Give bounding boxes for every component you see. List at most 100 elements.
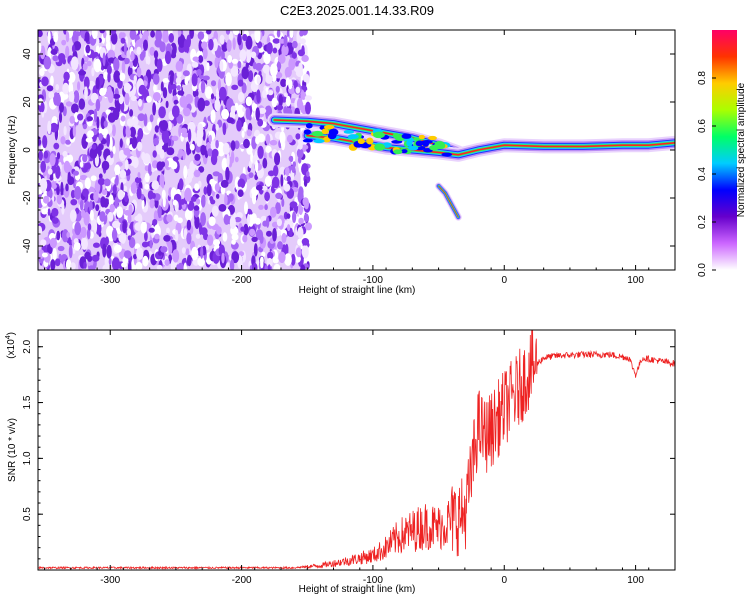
noise-blob <box>270 63 278 77</box>
signal-track-band <box>438 185 459 218</box>
noise-blob <box>210 93 215 100</box>
signal-blob <box>373 131 385 139</box>
noise-blob <box>180 127 188 134</box>
noise-blob <box>170 52 177 59</box>
signal-blob <box>327 132 337 140</box>
noise-blob <box>67 171 71 185</box>
noise-blob <box>298 62 303 76</box>
noise-blob <box>264 105 273 117</box>
x-tick-label: -100 <box>363 275 383 286</box>
noise-blob <box>71 103 79 114</box>
noise-blob <box>250 51 257 59</box>
noise-blob <box>85 137 93 143</box>
noise-blob <box>130 182 137 194</box>
noise-blob <box>127 261 132 270</box>
noise-blob <box>225 72 232 87</box>
colorbar-tick-label: 0.2 <box>697 215 708 229</box>
noise-blob <box>43 56 52 70</box>
noise-blob <box>129 109 134 117</box>
noise-blob <box>109 203 115 213</box>
noise-blob <box>276 218 282 227</box>
noise-blob <box>70 56 79 71</box>
noise-blob <box>58 253 62 261</box>
noise-blob <box>124 209 130 216</box>
noise-blob <box>148 227 155 233</box>
noise-blob <box>271 176 280 189</box>
noise-blob <box>221 157 228 171</box>
noise-blob <box>223 214 230 225</box>
signal-blob <box>406 139 413 147</box>
snr-plot-area <box>38 330 675 570</box>
noise-blob <box>197 257 205 267</box>
noise-blob <box>126 128 131 138</box>
noise-blob <box>166 147 175 156</box>
noise-blob <box>107 49 116 60</box>
colorbar: 0.0 0.2 0.4 0.6 0.8 Normalized spectral ampl… <box>697 30 747 277</box>
noise-blob <box>51 217 59 224</box>
noise-blob <box>265 133 271 145</box>
signal-blob <box>401 133 412 139</box>
noise-blob <box>177 34 186 48</box>
noise-blob <box>305 101 311 115</box>
noise-blob <box>272 258 279 264</box>
x-tick-label: -100 <box>363 575 383 586</box>
signal-blob <box>422 141 429 147</box>
noise-blob <box>222 142 230 155</box>
noise-blob <box>47 208 51 216</box>
noise-blob <box>119 72 126 82</box>
noise-blob <box>255 160 259 173</box>
noise-blob <box>82 154 88 163</box>
noise-blob <box>280 78 287 88</box>
noise-blob <box>168 121 172 131</box>
noise-blob <box>254 30 261 44</box>
noise-blob <box>79 161 84 168</box>
noise-blob <box>272 47 278 54</box>
signal-blob <box>343 129 355 134</box>
noise-blob <box>123 147 131 156</box>
noise-blob <box>122 220 127 234</box>
noise-blob <box>159 41 166 53</box>
noise-blob <box>189 131 197 145</box>
noise-blob <box>95 204 100 212</box>
noise-blob <box>65 259 72 270</box>
noise-blob <box>157 205 162 219</box>
noise-blob <box>58 112 63 123</box>
noise-blob <box>134 176 142 184</box>
noise-blob <box>277 54 286 64</box>
noise-blob <box>105 236 109 246</box>
noise-blob <box>175 229 179 242</box>
noise-blob <box>198 55 204 63</box>
noise-blob <box>201 41 208 50</box>
noise-blob <box>262 64 270 74</box>
noise-blob <box>107 90 114 104</box>
noise-blob <box>200 80 206 94</box>
noise-blob <box>106 64 112 75</box>
noise-blob <box>193 205 200 211</box>
noise-blob <box>175 60 183 72</box>
noise-blob <box>111 124 116 137</box>
noise-blob <box>196 198 201 205</box>
noise-blob <box>238 251 245 257</box>
noise-region <box>38 30 312 270</box>
noise-blob <box>298 141 303 150</box>
noise-blob <box>265 145 272 153</box>
noise-blob <box>303 213 309 223</box>
noise-blob <box>219 34 225 45</box>
noise-blob <box>61 39 67 46</box>
noise-blob <box>225 30 231 35</box>
noise-blob <box>151 192 156 199</box>
signal-blob <box>374 143 386 151</box>
noise-blob <box>255 229 264 241</box>
noise-blob <box>54 258 61 267</box>
noise-blob <box>237 91 245 103</box>
noise-blob <box>87 223 92 231</box>
noise-blob <box>252 262 258 270</box>
noise-blob <box>221 108 230 120</box>
noise-blob <box>99 211 106 222</box>
noise-blob <box>70 199 78 206</box>
noise-blob <box>38 150 43 161</box>
noise-blob <box>260 256 264 265</box>
x-tick-label: 0 <box>501 275 507 286</box>
noise-blob <box>284 66 292 78</box>
noise-blob <box>230 140 236 152</box>
